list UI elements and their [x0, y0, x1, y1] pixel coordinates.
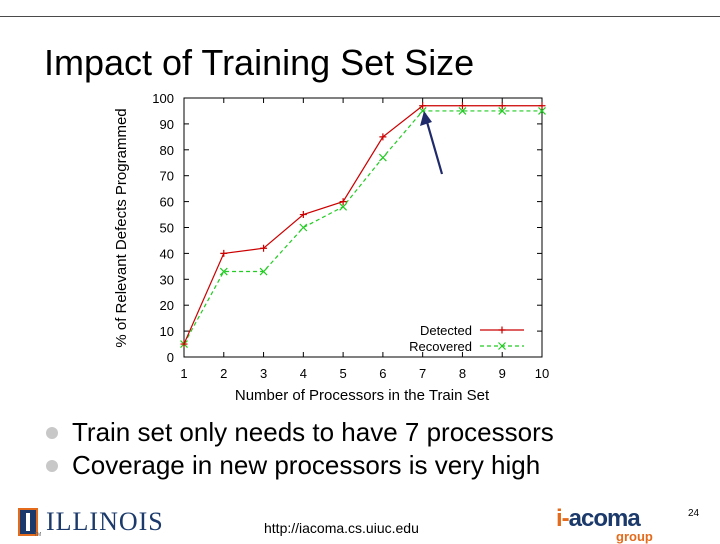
series-detected [180, 102, 546, 348]
iacoma-logo: i-acoma group [556, 505, 676, 544]
x-tick-label: 10 [535, 366, 549, 381]
x-tick-label: 9 [499, 366, 506, 381]
x-tick-label: 5 [339, 366, 346, 381]
legend-marker-recovered [498, 342, 506, 350]
bullet-list: Train set only needs to have 7 processor… [46, 416, 554, 482]
illinois-logo-text: ILLINOIS [46, 507, 164, 536]
y-tick-label: 60 [160, 195, 174, 210]
data-point-recovered [259, 267, 268, 276]
iacoma-logo-prefix: i- [556, 505, 570, 532]
data-point-detected [339, 198, 347, 206]
iacoma-logo-text: i-acoma [556, 505, 641, 533]
bullet-text: Coverage in new processors is very high [72, 450, 541, 480]
y-tick-label: 0 [167, 350, 174, 365]
x-tick-label: 2 [220, 366, 227, 381]
y-tick-label: 30 [160, 272, 174, 287]
line-chart: 0 10 20 30 40 50 60 70 80 90 100 1 2 3 4 5 6 7 8 9 10 Numbe… [113, 91, 549, 404]
legend-marker-detected [498, 326, 506, 334]
bullet-item: Train set only needs to have 7 processor… [46, 416, 554, 449]
data-point-detected [538, 102, 546, 110]
x-tick-label: 4 [300, 366, 307, 381]
bullet-text: Train set only needs to have 7 processor… [72, 417, 554, 447]
y-tick-label: 20 [160, 298, 174, 313]
illinois-i-mark-icon [18, 508, 38, 536]
series-line-recovered [183, 110, 542, 345]
data-point-recovered [339, 202, 348, 211]
data-point-detected [299, 211, 307, 219]
data-point-detected [180, 340, 188, 348]
slide-title: Impact of Training Set Size [44, 42, 475, 83]
annotation-arrow [420, 111, 444, 175]
y-tick-label: 100 [152, 91, 174, 106]
series-recovered [180, 107, 546, 348]
x-axis-ticks: 1 2 3 4 5 6 7 8 9 10 [180, 98, 549, 381]
data-point-recovered [299, 223, 308, 232]
data-point-recovered [458, 107, 467, 115]
data-point-detected [419, 102, 427, 110]
plot-frame [183, 97, 543, 358]
series-layer [180, 102, 546, 348]
data-point-recovered [498, 107, 507, 115]
illinois-logo: ILLINOIS [18, 505, 164, 539]
data-point-recovered [219, 267, 228, 276]
y-tick-label: 80 [160, 143, 174, 158]
footer-url: http://iacoma.cs.uiuc.edu [264, 520, 419, 536]
legend-label-detected: Detected [420, 323, 472, 338]
data-point-detected [260, 244, 268, 252]
y-axis-label: % of Relevant Defects Programmed [113, 108, 130, 347]
bullet-dot-icon [46, 426, 58, 439]
data-point-detected [498, 102, 506, 110]
data-point-recovered [378, 153, 387, 162]
iacoma-logo-subtext: group [616, 529, 653, 544]
x-tick-label: 7 [419, 366, 426, 381]
x-tick-label: 8 [459, 366, 466, 381]
annotation-arrow-head-icon [420, 111, 432, 126]
y-tick-label: 10 [160, 324, 174, 339]
y-tick-label: 50 [160, 221, 174, 236]
data-point-detected [379, 133, 387, 141]
data-point-detected [220, 249, 228, 257]
x-tick-label: 1 [180, 366, 187, 381]
plot-border [183, 97, 543, 358]
y-axis-ticks: 0 10 20 30 40 50 60 70 80 90 100 [152, 91, 542, 365]
y-tick-label: 90 [160, 117, 174, 132]
bullet-dot-icon [46, 459, 58, 472]
data-point-detected [458, 102, 466, 110]
series-line-detected [183, 105, 542, 345]
top-rule [0, 16, 720, 17]
trademark-mark: TM [34, 532, 42, 538]
annotation-arrow-shaft [425, 121, 444, 175]
legend-label-recovered: Recovered [409, 339, 472, 354]
x-tick-label: 3 [260, 366, 267, 381]
x-tick-label: 6 [379, 366, 386, 381]
y-tick-label: 70 [160, 169, 174, 184]
bullet-item: Coverage in new processors is very high [46, 449, 554, 482]
data-point-recovered [538, 107, 546, 115]
iacoma-logo-main: acoma [568, 505, 641, 532]
page-number: 24 [688, 508, 700, 519]
x-axis-label: Number of Processors in the Train Set [235, 387, 490, 404]
y-tick-label: 40 [160, 246, 174, 261]
